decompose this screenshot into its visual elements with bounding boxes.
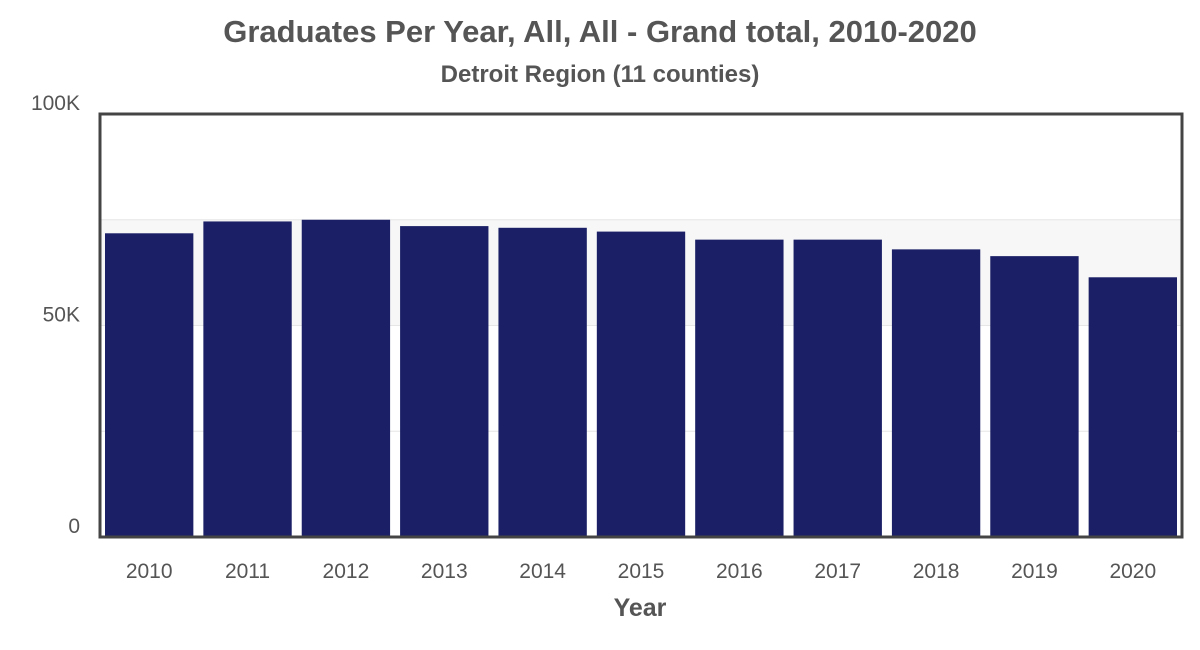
x-tick-label: 2017 [814,560,861,583]
x-tick-label: 2011 [225,560,270,583]
chart-title: Graduates Per Year, All, All - Grand tot… [223,14,977,49]
bar-2020 [1088,277,1177,537]
bar-2010 [105,233,194,538]
x-axis-title: Year [614,594,667,622]
bar-2012 [301,219,391,537]
bar-2018 [891,249,981,538]
x-tick-label: 2014 [519,560,566,583]
plot-frame [98,112,1184,539]
bar-2014 [498,227,587,538]
bar-2016 [695,239,784,537]
bar-2011 [203,221,292,537]
x-tick-label: 2012 [323,560,370,583]
x-tick-label: 2016 [716,560,763,583]
plot-band-top [100,114,1182,220]
y-tick-label: 0 [68,515,80,538]
x-tick-label: 2013 [421,560,468,583]
bar-2015 [596,231,686,537]
x-tick-label: 2018 [913,560,960,583]
x-tick-label: 2010 [126,560,173,583]
y-tick-label: 100K [31,92,80,115]
bar-2019 [990,256,1079,537]
x-tick-label: 2015 [618,560,665,583]
x-tick-label: 2020 [1109,560,1156,583]
bar-2013 [400,226,489,537]
y-tick-label: 50K [43,304,80,327]
x-tick-label: 2019 [1011,560,1058,583]
chart-subtitle: Detroit Region (11 counties) [440,61,760,88]
bar-2017 [793,239,882,537]
